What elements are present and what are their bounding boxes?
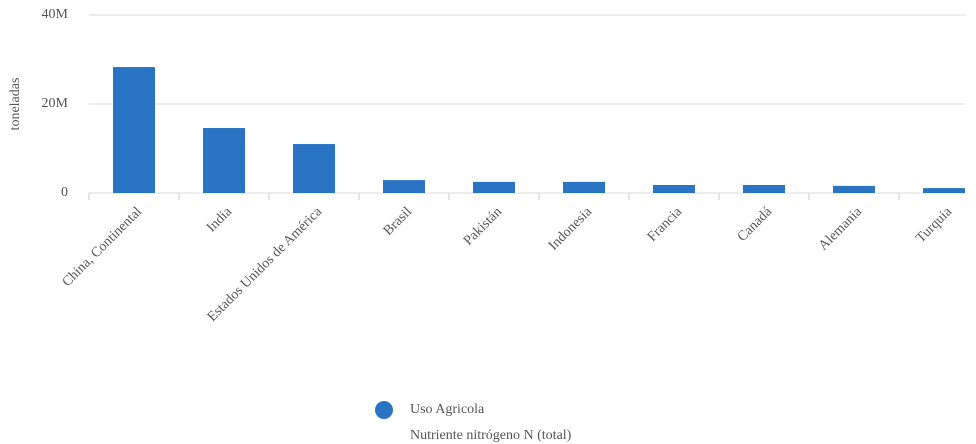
bar xyxy=(653,184,695,193)
y-axis-label: toneladas xyxy=(8,78,23,131)
bar xyxy=(833,185,875,193)
bar xyxy=(743,184,785,193)
x-tick-label: Francia xyxy=(645,204,686,245)
bar xyxy=(203,128,245,193)
x-tick-label: Canadá xyxy=(735,204,776,245)
bar xyxy=(293,144,335,193)
x-tick-label: Alemania xyxy=(816,204,866,254)
legend-label: Uso Agricola xyxy=(410,402,485,417)
y-tick-label: 0 xyxy=(61,185,68,200)
x-tick-label: Pakistán xyxy=(461,204,505,248)
legend-description: Nutriente nitrógeno N (total) xyxy=(410,428,572,443)
x-tick-label: China, Continental xyxy=(60,204,145,289)
bar xyxy=(383,180,425,193)
x-tick-label: India xyxy=(204,204,236,236)
y-tick-label: 20M xyxy=(42,96,69,111)
x-tick-label: Turquia xyxy=(914,204,956,246)
x-tick-label: Brasil xyxy=(381,204,415,238)
bar xyxy=(923,188,965,193)
x-tick-label: Indonesia xyxy=(546,204,596,254)
bar xyxy=(113,67,155,193)
y-tick-label: 40M xyxy=(42,7,69,22)
bar xyxy=(563,181,605,193)
legend-marker xyxy=(375,401,393,419)
bar xyxy=(473,181,515,193)
